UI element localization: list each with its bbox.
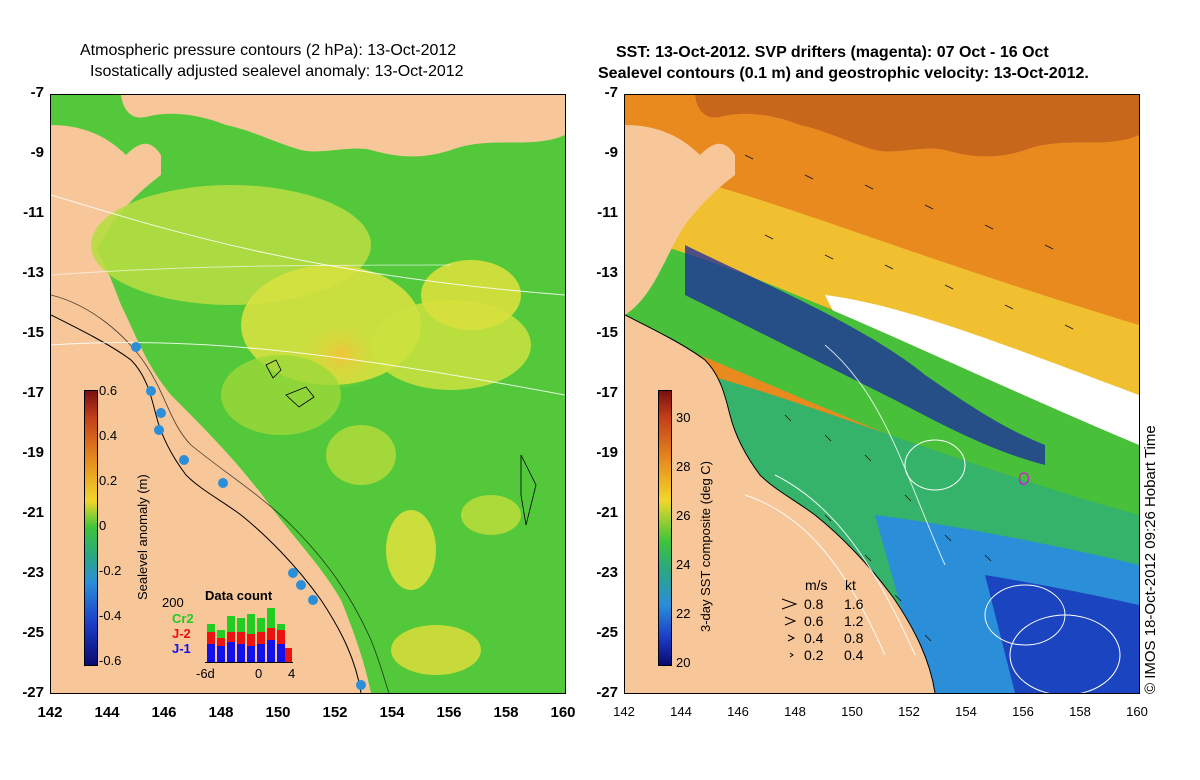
left-x-tick: 150 [265, 704, 291, 721]
left-y-tick: -13 [22, 264, 44, 281]
left-x-tick: 148 [208, 704, 234, 721]
data-count-xtick: 4 [288, 666, 296, 681]
right-y-tick: -23 [596, 564, 618, 581]
left-y-tick: -17 [22, 384, 44, 401]
left-y-tick: -19 [22, 444, 44, 461]
right-x-tick: 152 [898, 704, 920, 719]
right-y-tick: -25 [596, 624, 618, 641]
sealevel-anomaly-map [51, 95, 565, 693]
left-colorbar-tick: 0.6 [99, 383, 118, 398]
right-colorbar-ticks: 30 28 26 24 22 20 [676, 410, 706, 680]
right-colorbar [658, 390, 672, 666]
left-colorbar-tick: -0.4 [99, 608, 122, 623]
right-x-tick: 150 [841, 704, 863, 719]
right-x-tick: 142 [613, 704, 635, 719]
left-x-tick: 158 [493, 704, 519, 721]
right-x-tick: 156 [1012, 704, 1034, 719]
right-x-tick: 146 [727, 704, 749, 719]
velocity-legend-ms: 0.8 [804, 596, 824, 612]
left-y-tick: -7 [30, 84, 44, 101]
data-count-chart [205, 604, 293, 663]
velocity-legend-kt: 0.4 [844, 647, 864, 663]
right-title-line2: Sealevel contours (0.1 m) and geostrophi… [598, 65, 1089, 82]
data-count-series-cr2: Cr2 [172, 611, 194, 626]
sst-map [625, 95, 1139, 693]
left-y-tick: -25 [22, 624, 44, 641]
right-x-tick: 154 [955, 704, 977, 719]
left-x-tick: 154 [379, 704, 405, 721]
right-y-tick: -11 [597, 204, 618, 221]
velocity-legend-ms: 0.6 [804, 613, 824, 629]
velocity-legend-kt-header: kt [845, 577, 856, 593]
velocity-legend-arrows [781, 598, 798, 658]
right-y-tick: -21 [596, 504, 618, 521]
left-x-tick: 146 [151, 704, 177, 721]
left-map-panel [50, 94, 566, 694]
left-y-tick: -23 [22, 564, 44, 581]
left-x-tick: 156 [436, 704, 462, 721]
data-count-series-j1: J-1 [172, 641, 191, 656]
right-x-tick: 148 [784, 704, 806, 719]
left-y-tick: -21 [22, 504, 44, 521]
left-colorbar-tick: 0.2 [99, 473, 118, 488]
right-colorbar-tick: 26 [676, 508, 691, 523]
velocity-legend-kt: 1.6 [844, 596, 864, 612]
right-y-tick: -13 [596, 264, 618, 281]
velocity-arrows [744, 154, 1074, 642]
right-colorbar-tick: 24 [676, 557, 691, 572]
imos-credit: © IMOS 18-Oct-2012 09:26 Hobart Time [1142, 425, 1159, 694]
left-x-tick: 142 [37, 704, 63, 721]
right-y-tick: -19 [596, 444, 618, 461]
left-colorbar-tick: -0.6 [99, 653, 122, 668]
data-count-max: 200 [162, 595, 184, 610]
right-y-tick: -9 [604, 144, 618, 161]
left-y-tick: -27 [22, 684, 44, 701]
velocity-legend-ms: 0.2 [804, 647, 824, 663]
left-x-tick: 144 [94, 704, 120, 721]
left-colorbar [84, 390, 98, 666]
right-x-tick: 160 [1126, 704, 1148, 719]
left-colorbar-tick: 0 [99, 518, 107, 533]
velocity-legend: 0.8 1.6 0.6 1.2 0.4 0.8 0.2 0.4 [780, 596, 880, 666]
right-colorbar-tick: 28 [676, 459, 691, 474]
left-colorbar-tick: 0.4 [99, 428, 118, 443]
right-x-tick: 158 [1069, 704, 1091, 719]
velocity-legend-ms-header: m/s [805, 577, 828, 593]
right-y-tick: -7 [604, 84, 618, 101]
right-colorbar-tick: 30 [676, 410, 691, 425]
left-y-tick: -11 [23, 204, 44, 221]
left-colorbar-ticks: 0.6 0.4 0.2 0 -0.2 -0.4 -0.6 [99, 383, 139, 673]
right-y-tick: -17 [596, 384, 618, 401]
right-colorbar-label: 3-day SST composite (deg C) [698, 461, 713, 632]
velocity-legend-kt: 0.8 [844, 630, 864, 646]
right-y-tick: -27 [596, 684, 618, 701]
data-count-series-j2: J-2 [172, 626, 191, 641]
right-x-tick: 144 [670, 704, 692, 719]
data-count-xtick: -6d [196, 666, 215, 681]
velocity-legend-ms: 0.4 [804, 630, 824, 646]
data-count-xtick: 0 [255, 666, 263, 681]
right-title-line1: SST: 13-Oct-2012. SVP drifters (magenta)… [616, 44, 1049, 61]
right-colorbar-tick: 22 [676, 606, 691, 621]
left-y-tick: -15 [22, 324, 44, 341]
left-colorbar-label: Sealevel anomaly (m) [135, 474, 150, 600]
right-map-panel [624, 94, 1140, 694]
left-x-tick: 160 [550, 704, 576, 721]
left-x-tick: 152 [322, 704, 348, 721]
right-y-tick: -15 [596, 324, 618, 341]
left-title-line1: Atmospheric pressure contours (2 hPa): 1… [80, 42, 457, 59]
left-title-line2: Isostatically adjusted sealevel anomaly:… [90, 63, 464, 80]
data-count-title: Data count [205, 588, 273, 603]
left-y-tick: -9 [30, 144, 44, 161]
velocity-legend-kt: 1.2 [844, 613, 864, 629]
right-colorbar-tick: 20 [676, 655, 691, 670]
left-colorbar-tick: -0.2 [99, 563, 122, 578]
